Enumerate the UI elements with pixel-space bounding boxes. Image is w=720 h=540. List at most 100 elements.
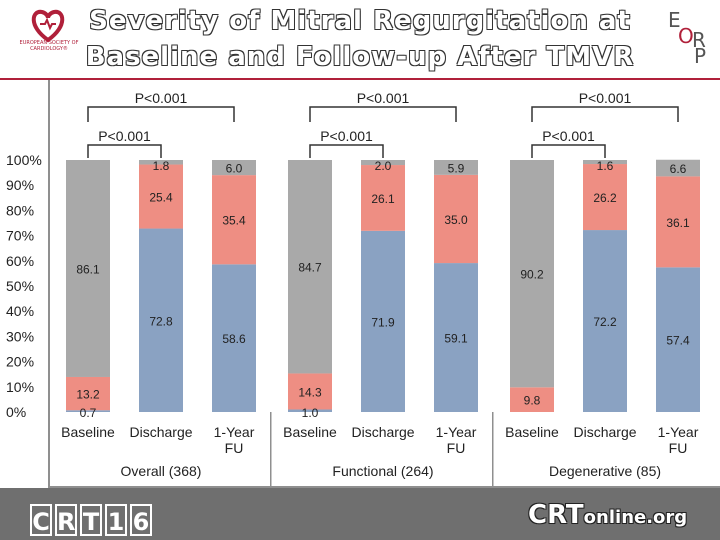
bar-segment-severe [434,160,478,175]
esc-heart-logo [31,9,65,43]
x-category-label: FU [669,440,688,456]
chart-left-border [48,80,50,488]
data-label: 14.3 [298,385,322,399]
x-category-label: 1-Year [436,424,477,440]
data-label: 1.6 [597,159,614,173]
eorp-letter-p: P [694,44,707,68]
slide-title-line-1: Severity of Mitral Regurgitation at [89,6,631,36]
bar-segment-moderate [212,175,256,265]
x-category-label: Discharge [129,424,192,440]
x-category-label: Baseline [505,424,559,440]
x-category-label: Baseline [283,424,337,440]
data-label: 35.4 [222,214,246,228]
data-label: 72.2 [593,315,617,329]
crt16-logo: C R T 1 6 [30,504,152,540]
y-tick-label: 10% [6,379,34,395]
p-value-inner: P<0.001 [542,128,595,144]
crtonline-suffix: online.org [583,507,688,528]
bar-segment-severe [288,160,332,374]
chart-area: 0.7 13.2 86.1 72.8 25.4 1.8 58.6 35.4 6.0 1.0 14.3… [0,80,720,517]
data-label: 86.1 [76,262,100,276]
bar-segment-moderate [510,387,554,412]
y-tick-label: 0% [6,404,26,420]
header-rule [0,78,720,80]
bar-segment-severe [212,160,256,176]
bar-segment-moderate [434,174,478,264]
bar-segment-moderate [656,176,700,268]
bar-segment-severe [139,160,183,165]
x-category-label: 1-Year [214,424,255,440]
x-category-label: Discharge [573,424,636,440]
group-label: Overall (368) [121,463,202,479]
y-tick-label: 40% [6,303,34,319]
bar-segment-no-mild [212,264,256,412]
y-tick-label: 60% [6,253,34,269]
chart-bottom-border [48,486,720,488]
group-separator [270,412,272,486]
data-label: 59.1 [444,332,468,346]
bar-segment-severe [510,160,554,388]
eorp-letter-e: E [668,8,681,32]
bar-segment-no-mild [656,267,700,412]
y-tick-label: 100% [6,152,42,168]
y-tick-label: 70% [6,228,34,244]
bar-segment-moderate [139,164,183,229]
p-value-inner: P<0.001 [98,128,151,144]
group-separator [492,412,494,486]
bar-segment-no-mild [66,410,110,412]
data-label: 58.6 [222,332,246,346]
p-value-bracket-outer [531,106,679,122]
eorp-letter-o: O [678,24,694,48]
crt-letter: T [80,504,102,536]
data-label: 35.0 [444,213,468,227]
bar-segment-no-mild [139,228,183,412]
p-value-bracket-outer [309,106,457,122]
x-category-label: FU [225,440,244,456]
data-label: 57.4 [666,334,690,348]
crt-letter: 6 [130,504,152,536]
group-label: Degenerative (85) [549,463,661,479]
data-label: 0.7 [80,406,97,420]
data-label: 72.8 [149,314,173,328]
p-value-bracket-outer [87,106,235,122]
data-label: 2.0 [375,159,392,173]
data-label: 90.2 [520,268,544,282]
p-value-outer: P<0.001 [135,90,188,106]
bar-segment-no-mild [288,409,332,412]
y-tick-label: 80% [6,202,34,218]
y-tick-label: 50% [6,278,34,294]
bar-segment-severe [583,160,627,165]
p-value-bracket-inner [531,144,606,158]
x-category-label: 1-Year [658,424,699,440]
p-value-bracket-inner [87,144,162,158]
slide-header: EUROPEAN SOCIETY OF CARDIOLOGY® Severity… [0,0,720,78]
data-label: 6.0 [226,162,243,176]
crtonline-main: CRT [528,500,584,530]
slide-title-line-2: Baseline and Follow-up After TMVR [85,42,635,72]
slide-footer [0,488,720,540]
stacked-bar-chart: 0.7 13.2 86.1 72.8 25.4 1.8 58.6 35.4 6.0 1.0 14.3… [6,80,720,517]
y-tick-label: 20% [6,354,34,370]
bar-segment-moderate [66,376,110,411]
data-label: 25.4 [149,191,173,205]
bar-segment-severe [656,159,700,177]
eorp-letter-r: R [692,28,706,52]
bar-segment-moderate [361,165,405,231]
data-label: 13.2 [76,388,100,402]
bar-segment-moderate [583,164,627,231]
data-label: 5.9 [448,161,465,175]
data-label: 71.9 [371,315,395,329]
bar-segment-no-mild [583,230,627,412]
crt-letter: 1 [105,504,127,536]
esc-logo-text: EUROPEAN SOCIETY OF CARDIOLOGY® [19,40,79,52]
bar-segment-no-mild [434,263,478,412]
bar-segment-severe [66,160,110,377]
crtonline-logo: CRTonline.org [528,500,687,530]
data-label: 36.1 [666,216,690,230]
p-value-bracket-inner [309,144,384,158]
eorp-logo: E O R P [662,6,714,68]
y-tick-label: 30% [6,328,34,344]
x-category-label: Discharge [351,424,414,440]
data-label: 84.7 [298,261,322,275]
data-label: 26.2 [593,191,617,205]
